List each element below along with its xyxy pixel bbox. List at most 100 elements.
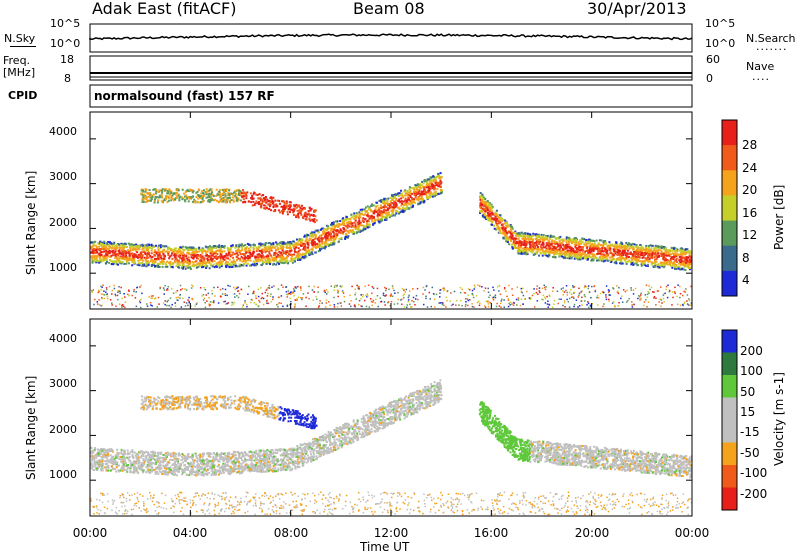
scatter-point [136, 248, 139, 251]
scatter-point [261, 251, 264, 254]
scatter-point [181, 248, 184, 251]
scatter-point [317, 250, 320, 253]
scatter-point [648, 257, 651, 260]
scatter-point [593, 245, 596, 248]
scatter-point [395, 199, 398, 202]
scatter-point [367, 219, 370, 222]
scatter-point [222, 190, 225, 193]
scatter-point [205, 193, 208, 196]
scatter-point [321, 245, 324, 248]
scatter-point [656, 255, 659, 258]
scatter-point [219, 199, 222, 202]
scatter-point [118, 243, 121, 246]
scatter-point [593, 257, 596, 260]
scatter-point [657, 255, 660, 258]
scatter-point [428, 192, 431, 195]
scatter-point [522, 238, 525, 241]
scatter-point [227, 196, 230, 199]
scatter-point [129, 247, 132, 250]
scatter-point [535, 244, 538, 247]
scatter-point [278, 199, 281, 202]
scatter-point [565, 247, 568, 250]
scatter-point [195, 266, 198, 269]
scatter-point [580, 257, 583, 260]
scatter-point [261, 262, 264, 265]
scatter-point [249, 253, 252, 256]
scatter-point [107, 250, 110, 253]
scatter-point [438, 176, 441, 179]
scatter-point [308, 212, 311, 215]
scatter-point [183, 255, 186, 258]
scatter-point [282, 252, 285, 255]
scatter-point [315, 246, 318, 249]
scatter-point [264, 207, 267, 210]
scatter-point [621, 251, 624, 254]
scatter-point [249, 246, 252, 249]
scatter-point [482, 196, 485, 199]
scatter-point [344, 237, 347, 240]
scatter-point [300, 256, 303, 259]
scatter-point [276, 256, 279, 259]
scatter-point [563, 247, 566, 250]
scatter-point [131, 264, 134, 267]
scatter-point [657, 252, 660, 255]
scatter-point [277, 253, 280, 256]
scatter-point [191, 249, 194, 252]
scatter-point [400, 200, 403, 203]
scatter-point [91, 260, 94, 263]
scatter-point [529, 238, 532, 241]
scatter-point [578, 239, 581, 242]
scatter-point [331, 236, 334, 239]
scatter-point [668, 250, 671, 253]
scatter-point [118, 256, 121, 259]
scatter-point [147, 245, 150, 248]
scatter-point [606, 253, 609, 256]
scatter-point [359, 208, 362, 211]
scatter-point [685, 265, 688, 268]
scatter-point [92, 241, 95, 244]
scatter-point [324, 235, 327, 238]
scatter-point [439, 185, 442, 188]
scatter-point [198, 265, 201, 268]
scatter-point [534, 237, 537, 240]
scatter-point [576, 256, 579, 259]
scatter-point [255, 260, 258, 263]
scatter-point [96, 246, 99, 249]
scatter-point [669, 263, 672, 266]
scatter-point [393, 194, 396, 197]
scatter-point [194, 264, 197, 267]
scatter-point [608, 256, 611, 259]
scatter-point [354, 217, 357, 220]
scatter-point [334, 224, 337, 227]
scatter-point [108, 255, 111, 258]
scatter-point [99, 260, 102, 263]
scatter-point [585, 256, 588, 259]
scatter-point [186, 249, 189, 252]
scatter-point [373, 212, 376, 215]
scatter-point [539, 251, 542, 254]
scatter-point [278, 262, 281, 265]
scatter-point [513, 232, 516, 235]
scatter-point [130, 243, 133, 246]
scatter-point [229, 255, 232, 258]
scatter-point [479, 204, 482, 207]
scatter-point [281, 200, 284, 203]
scatter-point [234, 264, 237, 267]
scatter-point [168, 191, 171, 194]
scatter-point [111, 244, 114, 247]
scatter-point [132, 262, 135, 265]
scatter-point [311, 249, 314, 252]
scatter-point [202, 260, 205, 263]
scatter-point [95, 257, 98, 260]
scatter-point [285, 244, 288, 247]
scatter-point [275, 252, 278, 255]
scatter-point [488, 203, 491, 206]
scatter-point [508, 243, 511, 246]
scatter-point [688, 255, 691, 258]
scatter-point [158, 244, 161, 247]
scatter-point [205, 261, 208, 264]
scatter-point [612, 257, 615, 260]
scatter-point [185, 197, 188, 200]
scatter-point [125, 262, 128, 265]
scatter-point [145, 200, 148, 203]
